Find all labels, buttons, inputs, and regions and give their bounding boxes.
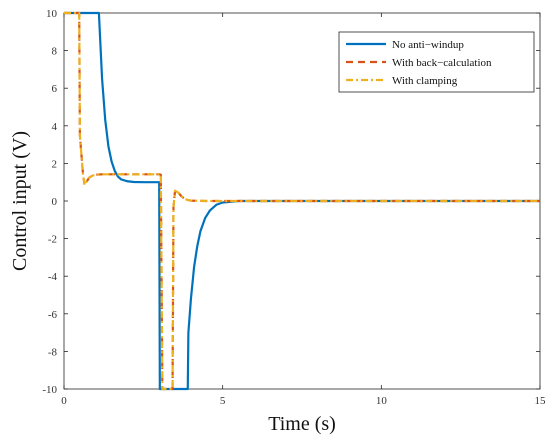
y-tick-label: 8 bbox=[52, 46, 58, 58]
series-line-2 bbox=[64, 11, 540, 391]
y-tick-label: 2 bbox=[52, 158, 58, 170]
y-tick-label: -10 bbox=[42, 384, 57, 396]
legend-label-back-calculation: With back−calculation bbox=[392, 57, 492, 69]
x-tick-label: 15 bbox=[535, 395, 547, 407]
y-tick-label: -2 bbox=[48, 234, 57, 246]
x-tick-label: 10 bbox=[376, 395, 388, 407]
x-tick-label: 0 bbox=[61, 395, 67, 407]
legend-label-no-anti-windup: No anti−windup bbox=[392, 39, 464, 51]
y-tick-label: 4 bbox=[52, 121, 58, 133]
y-tick-label: 6 bbox=[52, 83, 58, 95]
y-tick-label: -6 bbox=[48, 309, 58, 321]
x-axis-title: Time (s) bbox=[268, 413, 336, 435]
series-line-0 bbox=[64, 11, 540, 391]
x-tick-label: 5 bbox=[220, 395, 226, 407]
y-tick-label: 10 bbox=[46, 8, 58, 20]
y-tick-label: 0 bbox=[52, 196, 58, 208]
y-axis-title: Control input (V) bbox=[9, 131, 31, 271]
series-layer bbox=[64, 11, 540, 391]
y-tick-label: -4 bbox=[48, 271, 58, 283]
legend: No anti−windup With back−calculation Wit… bbox=[338, 31, 535, 93]
legend-label-clamping: With clamping bbox=[392, 75, 458, 87]
ticks-layer: 0 5 10 15 10 8 6 4 2 0 -2 -4 -6 -8 -10 bbox=[42, 8, 546, 407]
y-tick-label: -8 bbox=[48, 346, 58, 358]
